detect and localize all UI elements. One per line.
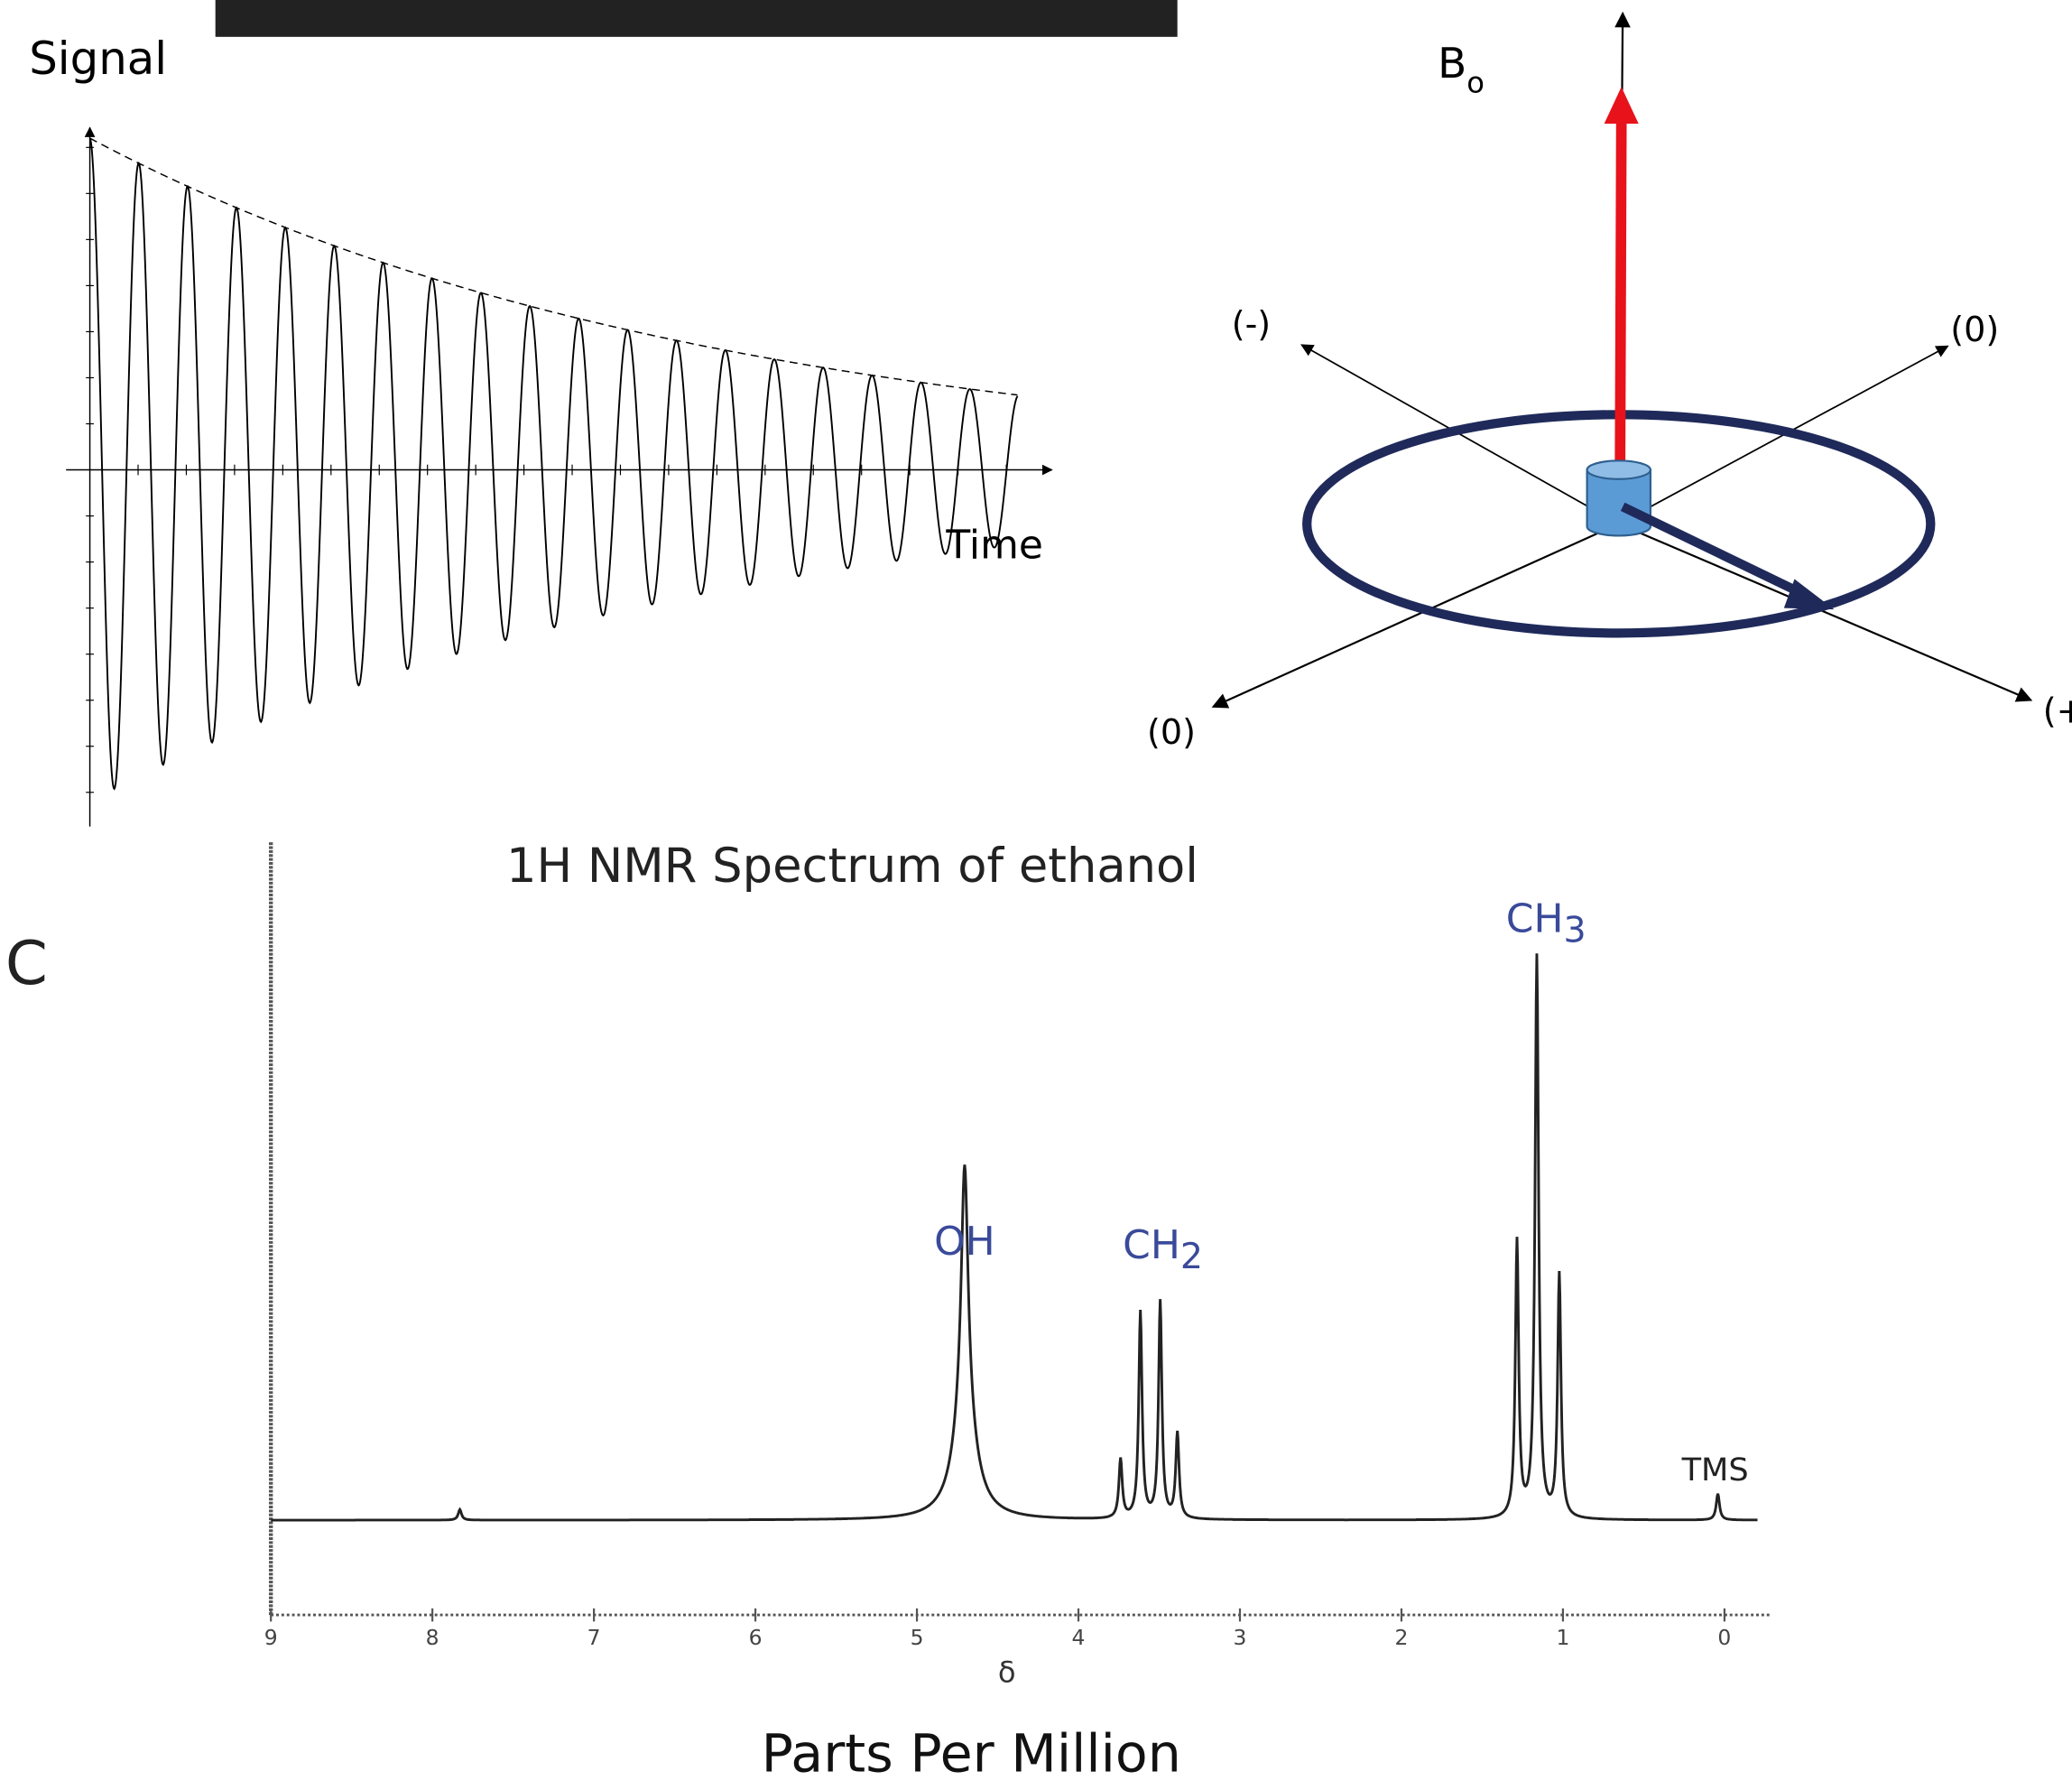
axis-label: (0) — [1147, 712, 1196, 752]
x-tick-label: 8 — [426, 1625, 439, 1650]
nucleus-top — [1586, 459, 1651, 480]
axis — [1618, 523, 2033, 702]
peak-label-sub: 2 — [1180, 1235, 1203, 1276]
field-diagram: Bo (-) (0) (0) (+ — [1147, 11, 2072, 752]
peak-label-main: CH — [1506, 896, 1564, 942]
transverse-head — [1783, 579, 1835, 610]
peak-label: CH2 — [1123, 1222, 1203, 1276]
peak-label: CH3 — [1506, 896, 1586, 951]
photo-strip — [215, 0, 1178, 37]
fid-plot — [66, 126, 1053, 827]
transverse-arrow — [1620, 502, 1808, 599]
x-tick-label: 7 — [587, 1625, 601, 1650]
b-label-sub: o — [1466, 65, 1485, 99]
fid-envelope — [89, 137, 1018, 396]
fid-signal — [88, 137, 1019, 791]
b-label: Bo — [1438, 39, 1485, 99]
axis-label: (0) — [1950, 310, 1999, 349]
x-label: Parts Per Million — [762, 1723, 1181, 1785]
magnetization-arrow — [1614, 121, 1627, 468]
x-tick-label: 2 — [1395, 1625, 1409, 1650]
peak-label-main: CH — [1123, 1222, 1180, 1268]
panel-label: C — [5, 928, 48, 998]
peak-label-sub: 3 — [1563, 909, 1586, 951]
x-tick-label: 0 — [1717, 1625, 1731, 1650]
x-tick-label: 4 — [1072, 1625, 1086, 1650]
axis — [1211, 523, 1620, 709]
spectrum-trace — [271, 953, 1758, 1522]
x-tick-label: 5 — [911, 1625, 924, 1650]
nucleus — [1586, 468, 1651, 537]
axis-label: (+ — [2043, 691, 2072, 731]
magnetization-head — [1604, 87, 1639, 125]
x-tick-label: 9 — [264, 1625, 278, 1650]
x-tick-label: 1 — [1556, 1625, 1569, 1650]
x-tick-label: 6 — [749, 1625, 763, 1650]
peak-label: TMS — [1681, 1451, 1749, 1489]
peak-label-main: TMS — [1681, 1451, 1749, 1489]
x-tick-label: 3 — [1234, 1625, 1247, 1650]
fid-x-label: Time — [945, 523, 1042, 569]
peak-label: OH — [934, 1219, 995, 1265]
x-symbol: δ — [998, 1656, 1016, 1690]
fid-y-label: Signal — [29, 32, 167, 85]
b-label-main: B — [1438, 39, 1466, 88]
axis-label: (-) — [1232, 304, 1271, 344]
spectrum-title: 1H NMR Spectrum of ethanol — [506, 839, 1198, 894]
peak-label-main: OH — [934, 1219, 995, 1265]
